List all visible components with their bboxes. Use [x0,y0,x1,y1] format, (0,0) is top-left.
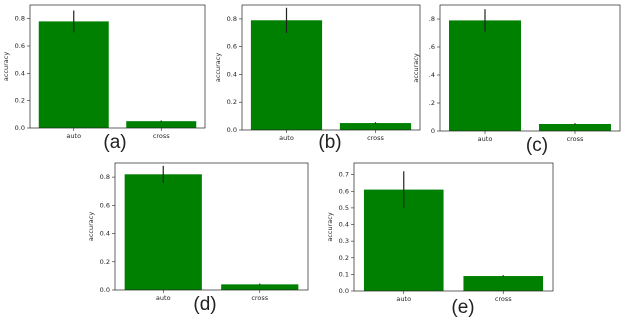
y-tick-label: 0.0 [15,124,25,132]
y-tick-label: 0.4 [227,70,237,78]
panel-label: (c) [526,135,548,156]
y-tick-label: 0.5 [339,204,349,212]
x-tick-label: cross [495,295,512,303]
axes-frame [114,162,309,291]
y-tick-label: 0.3 [339,237,349,245]
y-tick-label: 0.6 [339,187,349,195]
panel-label: (d) [193,294,216,315]
y-axis-label: accuracy [412,53,420,82]
axes-frame [439,4,621,132]
panel-label: (b) [318,132,341,153]
bar [126,121,197,128]
y-tick-label: 0.4 [100,230,110,238]
panel-label: (e) [451,297,474,318]
bar [339,123,412,130]
y-tick-label: 0.0 [100,286,110,294]
y-tick-label: 0.2 [227,98,237,106]
x-tick-label: cross [251,294,268,302]
y-tick-label: 0.8 [100,173,110,181]
y-tick-label: 0.2 [339,254,349,262]
bar [463,276,544,291]
y-axis-label: accuracy [2,52,10,81]
y-axis-label: accuracy [214,53,222,82]
y-tick-label: 0.0 [339,287,349,295]
panel-label: (a) [103,132,126,153]
x-tick-label: auto [156,294,171,302]
y-tick-label: 0.8 [227,15,237,23]
y-tick-label: 0.2 [15,97,25,105]
x-tick-label: cross [567,135,584,143]
bar [38,21,109,128]
axes-frame [353,162,554,292]
y-tick-label: 0.1 [339,270,349,278]
y-tick-label: 0.6 [227,43,237,51]
y-tick-label: .2 [429,99,435,107]
y-tick-label: 0.8 [15,15,25,23]
y-tick-label: .8 [429,15,435,23]
y-tick-label: 0.4 [15,69,25,77]
y-tick-label: 0 [431,127,435,135]
y-axis-label: accuracy [326,212,334,241]
x-tick-label: auto [279,134,294,142]
bar [539,124,611,131]
y-tick-label: 0.6 [100,201,110,209]
bar [124,174,202,290]
x-tick-label: cross [153,132,170,140]
bar [449,20,521,131]
bar [221,284,299,290]
y-tick-label: 0.4 [339,221,349,229]
y-axis-label: accuracy [87,212,95,241]
y-tick-label: 0.2 [100,258,110,266]
y-tick-label: .6 [429,43,435,51]
x-tick-label: cross [367,134,384,142]
axes-frame [241,4,421,131]
x-tick-label: auto [66,132,81,140]
y-tick-label: .4 [429,71,435,79]
y-tick-label: 0.0 [227,126,237,134]
x-tick-label: auto [478,135,493,143]
bar [250,20,323,130]
y-tick-label: 0.6 [15,42,25,50]
y-tick-label: 0.7 [339,171,349,179]
axes-frame [29,4,206,129]
x-tick-label: auto [396,295,411,303]
